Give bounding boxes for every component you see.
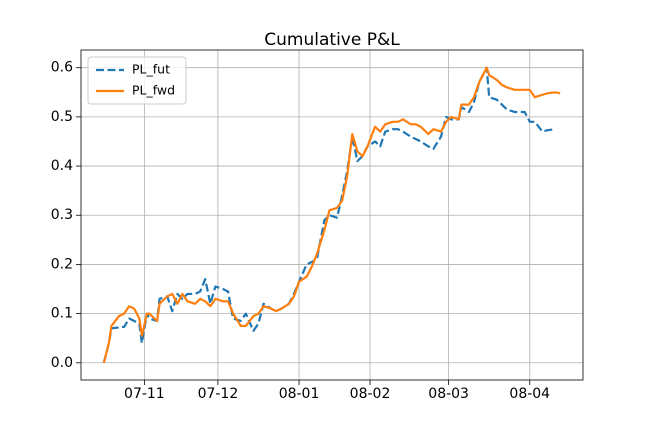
x-tick-label: 08-04 xyxy=(509,386,550,402)
x-tick-label: 07-11 xyxy=(124,386,165,402)
x-tick-label: 08-01 xyxy=(279,386,320,402)
x-tick-label: 08-03 xyxy=(428,386,469,402)
line-series xyxy=(102,66,561,364)
y-tick-label: 0.0 xyxy=(51,355,73,371)
y-tick-label: 0.2 xyxy=(51,256,73,272)
legend-label: PL_fwd xyxy=(132,83,175,98)
y-tick-label: 0.4 xyxy=(51,158,73,174)
y-tick-label: 0.5 xyxy=(51,109,73,125)
y-tick-label: 0.3 xyxy=(51,207,73,223)
plot-frame xyxy=(80,49,584,381)
chart-title: Cumulative P&L xyxy=(264,30,400,50)
y-tick-label: 0.6 xyxy=(51,60,73,76)
x-tick-label: 08-02 xyxy=(350,386,391,402)
legend-label: PL_fut xyxy=(132,62,170,77)
x-tick-label: 07-12 xyxy=(198,386,239,402)
legend-box xyxy=(87,56,187,105)
y-tick-label: 0.1 xyxy=(51,306,73,322)
